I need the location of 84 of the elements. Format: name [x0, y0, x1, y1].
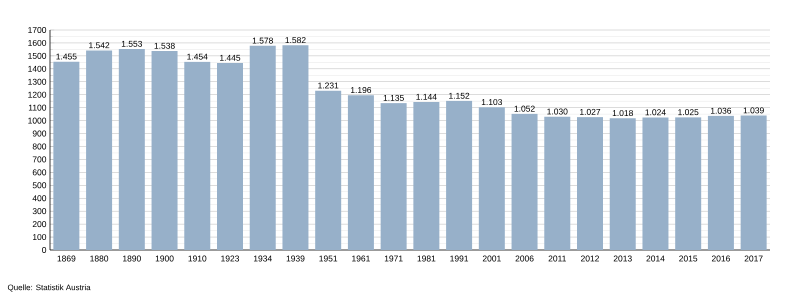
x-tick-label: 2013 [614, 256, 632, 262]
y-tick-label: 1600 [28, 40, 46, 46]
bar [118, 49, 145, 250]
data-label: 1.538 [154, 42, 175, 49]
bar [708, 116, 734, 250]
x-tick-label: 2011 [548, 256, 566, 262]
bar [675, 117, 702, 250]
bar [184, 62, 210, 250]
bar [512, 114, 538, 250]
y-tick-label: 900 [32, 130, 46, 137]
x-tick-label: 1991 [450, 256, 468, 262]
x-tick-label: 2014 [646, 256, 665, 262]
data-label: 1.024 [646, 109, 666, 116]
data-label: 1.582 [286, 37, 306, 44]
data-label: 1.454 [187, 54, 208, 60]
x-tick-label: 2006 [516, 256, 534, 262]
data-label: 1.135 [384, 94, 404, 101]
data-label: 1.455 [56, 54, 77, 60]
y-tick-label: 100 [32, 234, 46, 240]
x-tick-label: 1900 [156, 256, 174, 262]
bar [478, 107, 505, 250]
data-label: 1.144 [416, 94, 437, 100]
data-label: 1.036 [710, 108, 732, 114]
bar [577, 117, 604, 250]
y-tick-label: 800 [32, 143, 46, 150]
x-tick-label: 1961 [352, 256, 370, 262]
x-tick-label: 1971 [384, 256, 403, 262]
y-tick-label: 1100 [28, 104, 46, 111]
data-label: 1.018 [612, 110, 633, 116]
x-tick-label: 1939 [286, 256, 304, 262]
bar [544, 116, 570, 250]
x-tick-label: 1951 [319, 256, 338, 262]
bar [152, 50, 178, 250]
bar [610, 118, 636, 250]
data-label: 1.052 [514, 106, 535, 112]
y-tick-label: 200 [32, 221, 46, 228]
data-label: 1.152 [449, 92, 470, 99]
data-label: 1.196 [350, 87, 372, 94]
data-label: 1.027 [580, 108, 600, 115]
data-label: 1.103 [482, 99, 502, 106]
y-tick-label: 1500 [28, 52, 46, 59]
x-tick-label: 1923 [221, 256, 240, 262]
x-tick-label: 1934 [254, 256, 272, 262]
bar [348, 95, 374, 250]
bar [217, 63, 243, 250]
x-tick-label: 1880 [90, 256, 108, 262]
x-tick-label: 1910 [188, 256, 206, 262]
x-tick-label: 2017 [744, 256, 763, 262]
bar [282, 45, 308, 250]
bar [86, 50, 112, 250]
bar [413, 102, 440, 250]
y-tick-label: 1300 [28, 78, 46, 85]
y-tick-label: 1400 [28, 66, 46, 72]
bar [446, 100, 472, 250]
bar [250, 46, 276, 250]
y-tick-label: 500 [32, 182, 46, 188]
x-tick-label: 2016 [712, 256, 730, 262]
x-tick-label: 1890 [123, 256, 141, 262]
x-tick-label: 1981 [418, 256, 436, 262]
data-label: 1.231 [318, 82, 338, 88]
x-tick-label: 2015 [679, 256, 698, 262]
data-label: 1.445 [220, 54, 240, 61]
y-tick-label: 600 [32, 169, 46, 176]
bar [53, 62, 80, 250]
y-tick-label: 400 [32, 195, 46, 202]
y-tick-label: 1700 [28, 27, 46, 33]
x-tick-label: 2012 [581, 256, 599, 262]
y-tick-label: 1000 [28, 118, 46, 124]
bar [380, 103, 407, 250]
y-tick-label: 0 [42, 247, 46, 253]
bar [315, 90, 342, 250]
data-label: 1.030 [547, 108, 568, 115]
data-label: 1.542 [89, 42, 110, 48]
y-tick-label: 300 [32, 208, 46, 214]
data-label: 1.025 [678, 109, 698, 116]
x-tick-label: 2001 [482, 256, 501, 262]
data-label: 1.553 [122, 40, 142, 47]
data-label: 1.578 [252, 38, 273, 44]
bar [740, 116, 767, 250]
y-tick-label: 1200 [28, 92, 46, 98]
y-tick-label: 700 [32, 156, 46, 162]
x-tick-label: 1869 [58, 256, 76, 262]
bar [642, 117, 668, 250]
data-label: 1.039 [744, 107, 764, 114]
